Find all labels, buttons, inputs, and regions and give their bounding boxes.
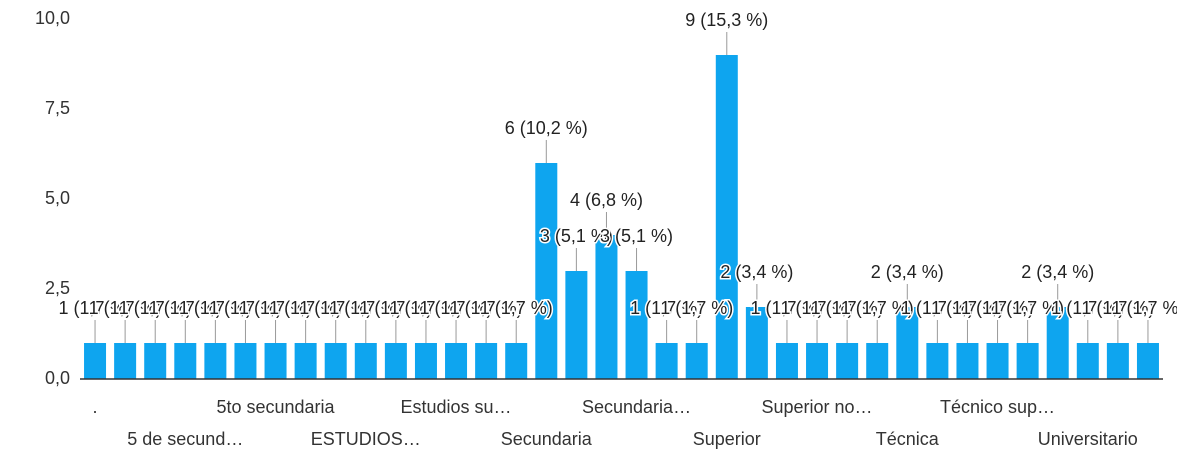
value-label: 1 (1,7 %) xyxy=(269,298,342,318)
value-label: 1 (1,7 %) xyxy=(750,298,823,318)
value-label: 1 (1,7 %) xyxy=(781,298,854,318)
y-tick-label: 2,5 xyxy=(45,278,70,298)
bar xyxy=(505,343,528,379)
x-tick-label: ESTUDIOS… xyxy=(311,429,421,449)
bar xyxy=(84,343,107,379)
value-label: 1 (1,7 %) xyxy=(359,298,432,318)
value-label: 3 (5,1 %) xyxy=(540,226,613,246)
value-label: 1 (1,7 %) xyxy=(1081,298,1154,318)
x-tick-label: Superior no… xyxy=(762,397,873,417)
bar xyxy=(745,307,768,379)
value-label: 1 (1,7 %) xyxy=(119,298,192,318)
value-label: 1 (1,7 %) xyxy=(59,298,132,318)
bar xyxy=(866,343,889,379)
x-tick-label: Universitario xyxy=(1038,429,1138,449)
x-tick-label: Superior xyxy=(693,429,761,449)
y-tick-label: 10,0 xyxy=(35,8,70,28)
value-label: 1 (1,7 %) xyxy=(239,298,312,318)
bar xyxy=(595,235,618,379)
value-label: 1 (1,7 %) xyxy=(630,298,703,318)
bar xyxy=(926,343,949,379)
value-label: 1 (1,7 %) xyxy=(299,298,372,318)
x-tick-label: Secundaria… xyxy=(582,397,691,417)
bar xyxy=(264,343,287,379)
x-tick-label: Técnica xyxy=(876,429,940,449)
value-label: 1 (1,7 %) xyxy=(480,298,553,318)
bar xyxy=(1106,343,1129,379)
bar xyxy=(1136,343,1159,379)
bar xyxy=(715,55,738,379)
value-label: 9 (15,3 %) xyxy=(685,10,768,30)
bar xyxy=(1076,343,1099,379)
value-label: 1 (1,7 %) xyxy=(660,298,733,318)
value-label: 1 (1,7 %) xyxy=(389,298,462,318)
value-label: 4 (6,8 %) xyxy=(570,190,643,210)
value-label: 1 (1,7 %) xyxy=(1051,298,1124,318)
bar xyxy=(836,343,859,379)
y-tick-label: 7,5 xyxy=(45,98,70,118)
bar xyxy=(144,343,167,379)
bar xyxy=(625,271,648,379)
y-tick-label: 0,0 xyxy=(45,368,70,388)
y-tick-label: 5,0 xyxy=(45,188,70,208)
bar xyxy=(535,163,558,379)
bar xyxy=(234,343,257,379)
value-label: 1 (1,7 %) xyxy=(811,298,884,318)
x-tick-label: 5to secundaria xyxy=(216,397,335,417)
bar xyxy=(294,343,317,379)
x-tick-label: . xyxy=(93,397,98,417)
bar xyxy=(475,343,498,379)
value-label: 1 (1,7 %) xyxy=(991,298,1064,318)
x-tick-label: Técnico sup… xyxy=(940,397,1055,417)
bar xyxy=(896,307,919,379)
value-label: 1 (1,7 %) xyxy=(961,298,1034,318)
bar xyxy=(986,343,1009,379)
value-label: 1 (1,7 %) xyxy=(329,298,402,318)
value-label: 1 (1,7 %) xyxy=(89,298,162,318)
bar xyxy=(1046,307,1069,379)
bar xyxy=(445,343,468,379)
value-label: 2 (3,4 %) xyxy=(871,262,944,282)
bar xyxy=(685,343,708,379)
value-label: 6 (10,2 %) xyxy=(505,118,588,138)
bar xyxy=(565,271,588,379)
value-label: 2 (3,4 %) xyxy=(1021,262,1094,282)
value-label: 1 (1,7 %) xyxy=(1111,298,1177,318)
value-label: 1 (1,7 %) xyxy=(841,298,914,318)
value-label: 1 (1,7 %) xyxy=(420,298,493,318)
bar xyxy=(114,343,137,379)
bar xyxy=(655,343,678,379)
bar xyxy=(384,343,407,379)
value-label: 1 (1,7 %) xyxy=(931,298,1004,318)
value-label: 3 (5,1 %) xyxy=(600,226,673,246)
bar xyxy=(174,343,197,379)
value-label: 1 (1,7 %) xyxy=(450,298,523,318)
x-tick-label: 5 de secund… xyxy=(127,429,243,449)
bar xyxy=(775,343,798,379)
value-label: 1 (1,7 %) xyxy=(209,298,282,318)
bar xyxy=(1016,343,1039,379)
value-label: 2 (3,4 %) xyxy=(720,262,793,282)
bar xyxy=(204,343,227,379)
bar xyxy=(324,343,347,379)
x-tick-label: Secundaria xyxy=(501,429,593,449)
x-tick-label: Estudios su… xyxy=(401,397,512,417)
bar xyxy=(414,343,437,379)
value-label: 1 (1,7 %) xyxy=(179,298,252,318)
value-label: 1 (1,7 %) xyxy=(149,298,222,318)
bar xyxy=(956,343,979,379)
bar xyxy=(806,343,829,379)
value-label: 1 (1,7 %) xyxy=(901,298,974,318)
bar xyxy=(354,343,377,379)
